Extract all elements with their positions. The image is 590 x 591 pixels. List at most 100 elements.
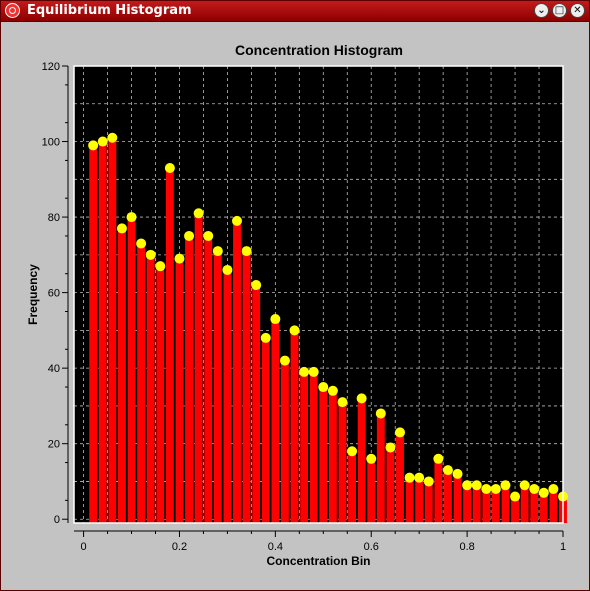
data-point-marker: [327, 385, 338, 396]
bar: [127, 217, 136, 523]
bar: [175, 258, 184, 523]
data-point-marker: [404, 472, 415, 483]
bar: [156, 266, 165, 523]
bar: [108, 137, 117, 524]
minimize-button[interactable]: ⌄: [534, 3, 549, 18]
data-point-marker: [538, 487, 549, 498]
data-point-marker: [299, 366, 310, 377]
bar: [453, 473, 462, 523]
data-point-marker: [462, 480, 473, 491]
bar: [511, 496, 519, 523]
data-point-marker: [337, 397, 348, 408]
y-tick-label: 120: [42, 61, 60, 73]
data-point-marker: [356, 393, 367, 404]
bar: [357, 398, 366, 523]
plot-frame: [73, 65, 564, 524]
bar: [338, 402, 347, 523]
bar: [300, 371, 309, 523]
data-point-marker: [97, 136, 108, 147]
data-point-marker: [308, 366, 319, 377]
bar: [367, 458, 376, 523]
y-tick-label: 40: [48, 363, 60, 375]
data-point-marker: [366, 453, 377, 464]
data-point-marker: [519, 480, 530, 491]
bar: [424, 481, 433, 523]
data-point-marker: [164, 162, 175, 173]
data-point-marker: [481, 484, 492, 495]
bar: [271, 319, 280, 523]
bar: [319, 387, 328, 523]
bar: [415, 477, 424, 523]
bar: [472, 485, 481, 523]
bar: [89, 145, 98, 523]
axes: 0 20 40 60 80 100 120 0 0.2 0.4 0.6 0.8 1: [42, 61, 566, 553]
data-point-marker: [318, 382, 329, 393]
data-point-marker: [510, 491, 521, 502]
maximize-button[interactable]: □: [552, 3, 567, 18]
histogram-chart: Concentration Histogram 0204060801001200…: [26, 42, 568, 568]
data-point-marker: [423, 476, 434, 487]
y-tick-label: 80: [48, 212, 60, 224]
data-point-marker: [203, 230, 214, 241]
y-axis-label: Frequency: [26, 264, 40, 325]
data-point-marker: [193, 208, 204, 219]
bar: [194, 213, 203, 523]
marker-series: [88, 132, 568, 502]
y-tick-label: 60: [48, 288, 60, 300]
bar: [549, 489, 558, 523]
bar: [520, 485, 529, 523]
bar: [328, 390, 337, 523]
data-point-marker: [136, 238, 147, 249]
x-tick-label: 0.4: [268, 541, 283, 553]
bar: [242, 251, 251, 524]
bar: [281, 360, 289, 523]
app-icon[interactable]: [5, 3, 20, 18]
bar: [434, 458, 443, 523]
bar: [146, 254, 155, 524]
data-point-marker: [174, 253, 185, 264]
window-title: Equilibrium Histogram: [27, 3, 192, 18]
title-bar[interactable]: Equilibrium Histogram ⌄ □ ✕: [1, 1, 589, 22]
y-tick-label: 0: [54, 514, 60, 526]
bar: [405, 477, 414, 523]
data-point-marker: [289, 325, 300, 336]
data-point-marker: [270, 314, 281, 325]
data-point-marker: [260, 332, 271, 343]
bar: [386, 447, 395, 523]
y-tick-label: 20: [48, 439, 60, 451]
x-tick-label: 0.6: [364, 541, 379, 553]
bar-series: [89, 137, 567, 524]
bar: [261, 337, 270, 523]
bar: [376, 413, 385, 523]
data-point-marker: [414, 472, 425, 483]
close-button[interactable]: ✕: [570, 3, 585, 18]
bar: [396, 432, 404, 523]
data-point-marker: [116, 223, 127, 234]
bar: [444, 470, 452, 523]
bar: [309, 371, 318, 523]
bar: [290, 330, 299, 523]
bar: [530, 489, 539, 523]
data-point-marker: [347, 446, 358, 457]
bar: [213, 251, 222, 524]
bar: [539, 492, 548, 523]
bar: [185, 235, 193, 523]
bar: [204, 235, 213, 523]
data-point-marker: [442, 465, 453, 476]
data-point-marker: [452, 468, 463, 479]
bar: [501, 485, 510, 523]
data-point-marker: [107, 132, 118, 143]
x-tick-label: 1: [560, 541, 566, 553]
data-point-marker: [529, 484, 540, 495]
data-point-marker: [471, 480, 482, 491]
y-tick-label: 100: [42, 137, 60, 149]
data-point-marker: [155, 261, 166, 272]
bar: [482, 489, 491, 523]
bar: [463, 485, 472, 523]
bar: [98, 141, 107, 523]
data-point-marker: [500, 480, 511, 491]
x-tick-label: 0.8: [459, 541, 474, 553]
data-point-marker: [385, 442, 396, 453]
x-axis-label: Concentration Bin: [267, 554, 371, 568]
